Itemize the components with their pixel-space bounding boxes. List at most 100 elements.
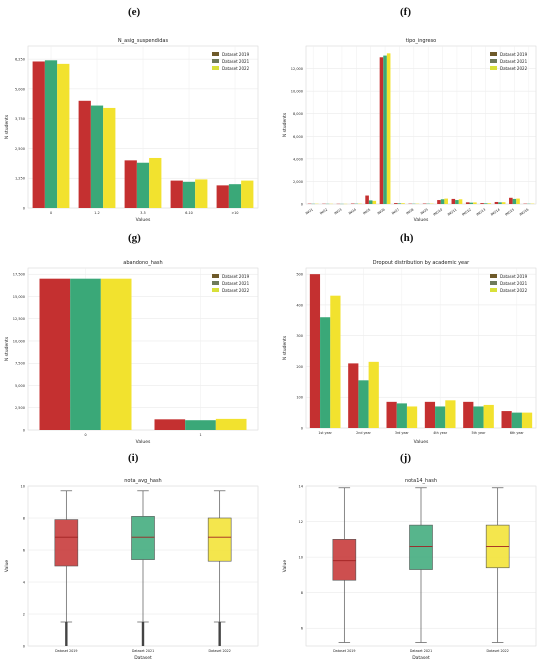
chart-1-legend-swatch [490,52,497,56]
chart-3-ytick-label: 500 [296,273,303,277]
chart-0-bar [170,180,183,208]
chart-4-box [54,519,79,567]
chart-1-bar [444,198,448,204]
chart-4-xtick-label: Dataset 2019 [55,649,77,653]
chart-4-box [131,516,155,560]
chart-2-bar [39,278,71,430]
chart-0-bar [103,107,116,208]
chart-3-ytick-label: 400 [296,303,303,307]
chart-1-xtick-label: ING7 [391,208,400,216]
chart-0-bar [228,184,242,208]
chart-1-bar [516,198,520,204]
chart-3-legend-swatch [490,274,497,278]
chart-5-ytick-label: 6 [301,627,303,631]
panel-label-e: (e) [128,6,141,18]
chart-5-box [409,524,433,570]
chart-1-ytick-label: 0 [301,203,303,207]
chart-3-title: Dropout distribution by academic year [373,260,470,266]
chart-1-bar [455,200,459,204]
chart-5-xtick-label: Dataset 2021 [410,649,432,653]
chart-4-xtick-label: Dataset 2021 [132,649,154,653]
chart-3-bar [511,412,522,428]
chart-3-ytick-label: 200 [296,365,303,369]
chart-3-bar [320,317,331,428]
chart-0-ytick-label: 3,750 [15,117,25,121]
chart-0-xtick-label: 6-10 [185,211,192,215]
chart-1-bar [487,203,492,204]
chart-4-box [207,517,232,562]
chart-1-xtick-label: ING6 [377,208,386,216]
chart-1-xtick-label: ING10 [432,208,443,217]
chart-1-ytick-label: 12,000 [291,67,303,71]
chart-2-title: abandono_hash [123,260,162,266]
chart-3-legend-label: Dataset 2021 [500,281,528,286]
chart-4-title: nota_avg_hash [124,478,161,484]
chart-0-ytick-label: 0 [23,207,25,211]
chart-3-legend-swatch [490,281,497,285]
chart-3-bar [501,411,512,428]
chart-5-xtick-label: Dataset 2022 [486,649,508,653]
chart-0-bar [32,61,45,209]
chart-3-bar [386,401,397,428]
chart-3-bar [521,412,533,428]
chart-0-bar [78,100,91,208]
chart-0-ytick-label: 1,250 [15,177,25,181]
chart-1-bar [386,53,391,204]
chart-1-bar [379,57,384,205]
chart-2-xtick-label: 0 [84,433,86,437]
chart-5-ytick-label: 10 [299,556,303,560]
chart-4-ylabel: Value [4,560,10,573]
chart-0-legend-swatch [212,59,219,63]
chart-3-bar [473,406,484,428]
chart-2-bar [215,418,247,430]
chart-0-bar [57,63,70,208]
chart-4-ytick-label: 6 [23,549,25,553]
chart-1-bar [394,203,398,204]
chart-1-bar [458,199,463,204]
chart-abandono-hash: abandono_hash 0 2,500 5,000 7,500 10,000 12,50… [4,260,259,445]
chart-3-bar [396,403,407,428]
chart-0-bar [241,180,254,208]
chart-3-xtick-label: 2nd year [356,431,371,435]
chart-3-bar [358,380,369,428]
chart-0-bar [90,105,104,208]
chart-1-legend-swatch [490,59,497,63]
chart-3-xtick-label: 4th year [433,431,448,435]
chart-1-bar [509,197,513,204]
chart-5-title: nota14_hash [405,478,437,484]
chart-2-ytick-label: 15,000 [13,295,25,299]
chart-2-bar [185,420,216,430]
chart-2-ytick-label: 2,500 [15,406,25,410]
chart-2-xtick-label: 1 [199,433,201,437]
chart-3-bar [406,406,418,428]
chart-1-bar [365,195,369,204]
chart-1-bar [437,200,441,204]
chart-0-title: N_asig_suspendidas [118,38,169,44]
chart-3-xtick-label: 6th year [510,431,525,435]
chart-2-xlabel: Values [136,439,151,445]
chart-1-bar [469,202,474,204]
chart-1-bar [473,202,477,204]
chart-nota14-hash: nota14_hash 6 8 10 12 14 Value Dataset 2019 Data… [282,478,537,661]
chart-1-legend-label: Dataset 2022 [500,66,528,71]
chart-0-bar [124,160,137,208]
chart-0-bar [44,60,58,209]
chart-1-xtick-label: ING9 [420,208,429,216]
chart-4-ytick-label: 10 [21,485,25,489]
chart-0-ytick-label: 2,500 [15,147,25,151]
chart-5-box [332,539,357,581]
chart-4-ytick-label: 0 [23,645,25,649]
chart-5-ytick-label: 8 [301,591,303,595]
chart-3-xtick-label: 5th year [472,431,487,435]
chart-2-ytick-label: 0 [23,429,25,433]
chart-1-xtick-label: ING12 [461,208,472,217]
chart-5-xtick-label: Dataset 2019 [333,649,355,653]
chart-1-bar [451,198,456,204]
chart-2-legend-label: Dataset 2021 [222,281,250,286]
chart-3-xtick-label: 3rd year [395,431,410,435]
chart-0-ytick-label: 6,250 [15,58,25,62]
chart-3-bar [463,401,474,428]
chart-n-asig-suspendidas: N_asig_suspendidas 0 1,250 2,500 3,750 5,000 6… [4,38,259,223]
chart-2-legend-swatch [212,281,219,285]
chart-2-legend-label: Dataset 2022 [222,288,250,293]
